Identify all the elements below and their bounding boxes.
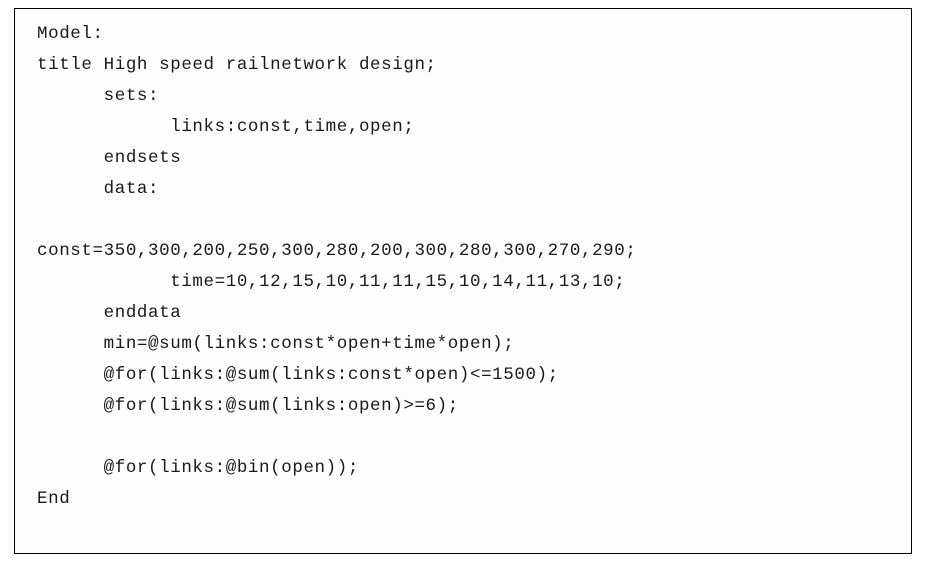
blank-line xyxy=(37,205,893,236)
code-line: time=10,12,15,10,11,11,15,10,14,11,13,10… xyxy=(37,267,893,298)
code-listing-box: Model: title High speed railnetwork desi… xyxy=(14,8,912,554)
code-line: End xyxy=(37,484,893,515)
code-line: title High speed railnetwork design; xyxy=(37,50,893,81)
code-line: @for(links:@bin(open)); xyxy=(37,453,893,484)
code-line: const=350,300,200,250,300,280,200,300,28… xyxy=(37,236,893,267)
blank-line xyxy=(37,422,893,453)
code-line: @for(links:@sum(links:const*open)<=1500)… xyxy=(37,360,893,391)
code-line: Model: xyxy=(37,19,893,50)
code-line: enddata xyxy=(37,298,893,329)
code-line: sets: xyxy=(37,81,893,112)
code-line: @for(links:@sum(links:open)>=6); xyxy=(37,391,893,422)
code-line: endsets xyxy=(37,143,893,174)
code-line: data: xyxy=(37,174,893,205)
code-line: links:const,time,open; xyxy=(37,112,893,143)
code-line: min=@sum(links:const*open+time*open); xyxy=(37,329,893,360)
